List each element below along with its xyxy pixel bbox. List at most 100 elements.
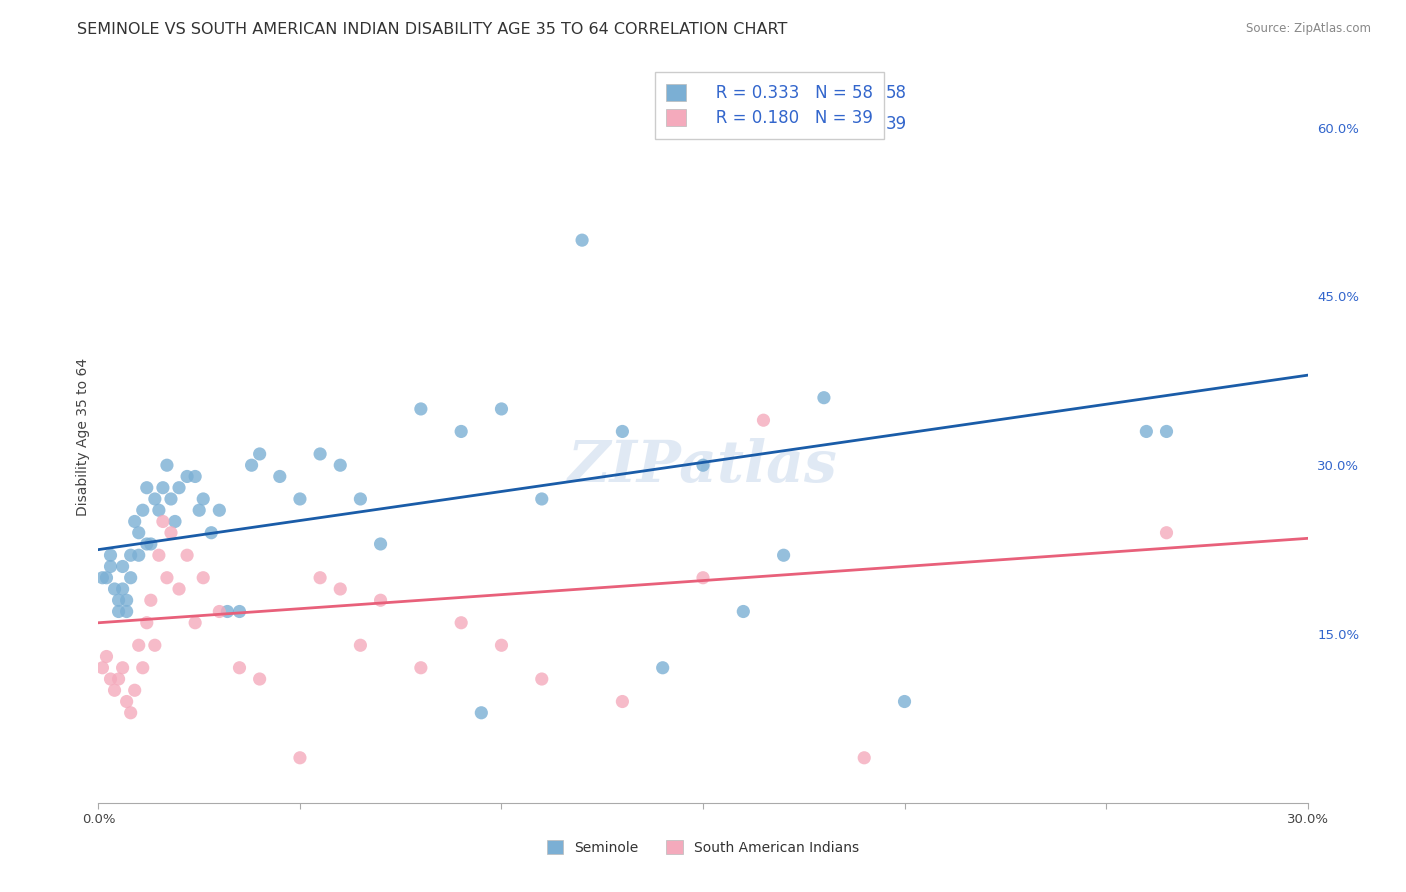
Point xyxy=(491,401,513,416)
Point xyxy=(120,571,142,585)
Point xyxy=(107,593,129,607)
Text: R =: R = xyxy=(699,84,734,102)
Point xyxy=(160,491,183,506)
Point xyxy=(309,447,332,461)
Point xyxy=(188,503,211,517)
Text: 0.333: 0.333 xyxy=(752,84,800,102)
Point xyxy=(107,672,129,686)
Point xyxy=(120,548,142,562)
Point xyxy=(853,751,876,765)
Point xyxy=(100,548,122,562)
Point xyxy=(176,548,198,562)
Point xyxy=(349,638,371,652)
Point xyxy=(107,605,129,619)
Point xyxy=(128,548,150,562)
Point xyxy=(370,593,392,607)
Point xyxy=(1156,425,1178,439)
Point xyxy=(128,525,150,540)
Point xyxy=(124,515,146,529)
Point xyxy=(167,582,190,596)
Point xyxy=(450,615,472,630)
Text: Source: ZipAtlas.com: Source: ZipAtlas.com xyxy=(1246,22,1371,36)
Point xyxy=(115,605,138,619)
Text: N =: N = xyxy=(837,84,875,102)
Point xyxy=(470,706,492,720)
Point xyxy=(132,661,155,675)
Point xyxy=(893,694,915,708)
Point xyxy=(124,683,146,698)
Point xyxy=(409,661,432,675)
Point xyxy=(249,447,271,461)
Point xyxy=(120,706,142,720)
Point xyxy=(1156,525,1178,540)
Point xyxy=(530,491,553,506)
Point xyxy=(329,582,352,596)
Point xyxy=(160,525,183,540)
Point xyxy=(100,672,122,686)
Point xyxy=(288,491,311,506)
Point xyxy=(208,503,231,517)
Point xyxy=(139,537,162,551)
Text: 58: 58 xyxy=(886,84,907,102)
Point xyxy=(111,661,134,675)
Point xyxy=(733,605,755,619)
Point xyxy=(111,582,134,596)
Point xyxy=(148,503,170,517)
Point xyxy=(139,593,162,607)
Point xyxy=(163,515,186,529)
Point xyxy=(228,661,250,675)
Point xyxy=(692,458,714,473)
Point xyxy=(651,661,673,675)
Point xyxy=(156,458,179,473)
Point xyxy=(612,694,634,708)
Point xyxy=(128,638,150,652)
Point xyxy=(228,605,250,619)
Point xyxy=(103,683,125,698)
Point xyxy=(249,672,271,686)
Point xyxy=(491,638,513,652)
Point xyxy=(100,559,122,574)
Point xyxy=(115,694,138,708)
Point xyxy=(813,391,835,405)
Point xyxy=(103,582,125,596)
Point xyxy=(115,593,138,607)
Point xyxy=(269,469,291,483)
Point xyxy=(530,672,553,686)
Text: ZIPatlas: ZIPatlas xyxy=(568,438,838,494)
Text: SEMINOLE VS SOUTH AMERICAN INDIAN DISABILITY AGE 35 TO 64 CORRELATION CHART: SEMINOLE VS SOUTH AMERICAN INDIAN DISABI… xyxy=(77,22,787,37)
Point xyxy=(208,605,231,619)
Point xyxy=(143,491,166,506)
Point xyxy=(176,469,198,483)
Legend: Seminole, South American Indians: Seminole, South American Indians xyxy=(540,833,866,862)
Point xyxy=(135,537,157,551)
Point xyxy=(571,233,593,247)
Point xyxy=(288,751,311,765)
Point xyxy=(91,571,114,585)
Point xyxy=(193,571,215,585)
Point xyxy=(132,503,155,517)
Point xyxy=(200,525,222,540)
Point xyxy=(96,571,118,585)
Point xyxy=(692,571,714,585)
Point xyxy=(167,481,190,495)
Y-axis label: Disability Age 35 to 64: Disability Age 35 to 64 xyxy=(76,358,90,516)
Point xyxy=(370,537,392,551)
Point xyxy=(91,661,114,675)
Point xyxy=(184,615,207,630)
Point xyxy=(135,615,157,630)
Point xyxy=(450,425,472,439)
Point xyxy=(135,481,157,495)
Point xyxy=(612,425,634,439)
Point xyxy=(409,401,432,416)
Text: 0.180: 0.180 xyxy=(752,115,800,133)
Point xyxy=(193,491,215,506)
Point xyxy=(184,469,207,483)
Point xyxy=(329,458,352,473)
Point xyxy=(772,548,794,562)
Point xyxy=(152,481,174,495)
Point xyxy=(217,605,239,619)
Point xyxy=(148,548,170,562)
Point xyxy=(1135,425,1157,439)
Point xyxy=(152,515,174,529)
Point xyxy=(349,491,371,506)
